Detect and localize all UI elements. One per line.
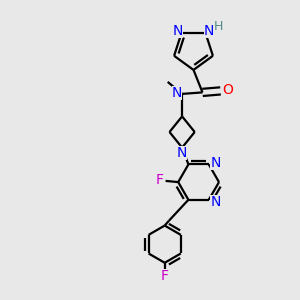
Text: N: N [210,195,220,208]
Text: H: H [213,20,223,33]
Text: N: N [210,156,220,170]
Text: O: O [222,83,233,97]
Text: N: N [204,24,214,38]
Text: F: F [161,269,169,283]
Text: N: N [173,24,183,38]
Text: F: F [156,173,164,187]
Text: N: N [177,146,187,160]
Text: N: N [172,86,182,100]
